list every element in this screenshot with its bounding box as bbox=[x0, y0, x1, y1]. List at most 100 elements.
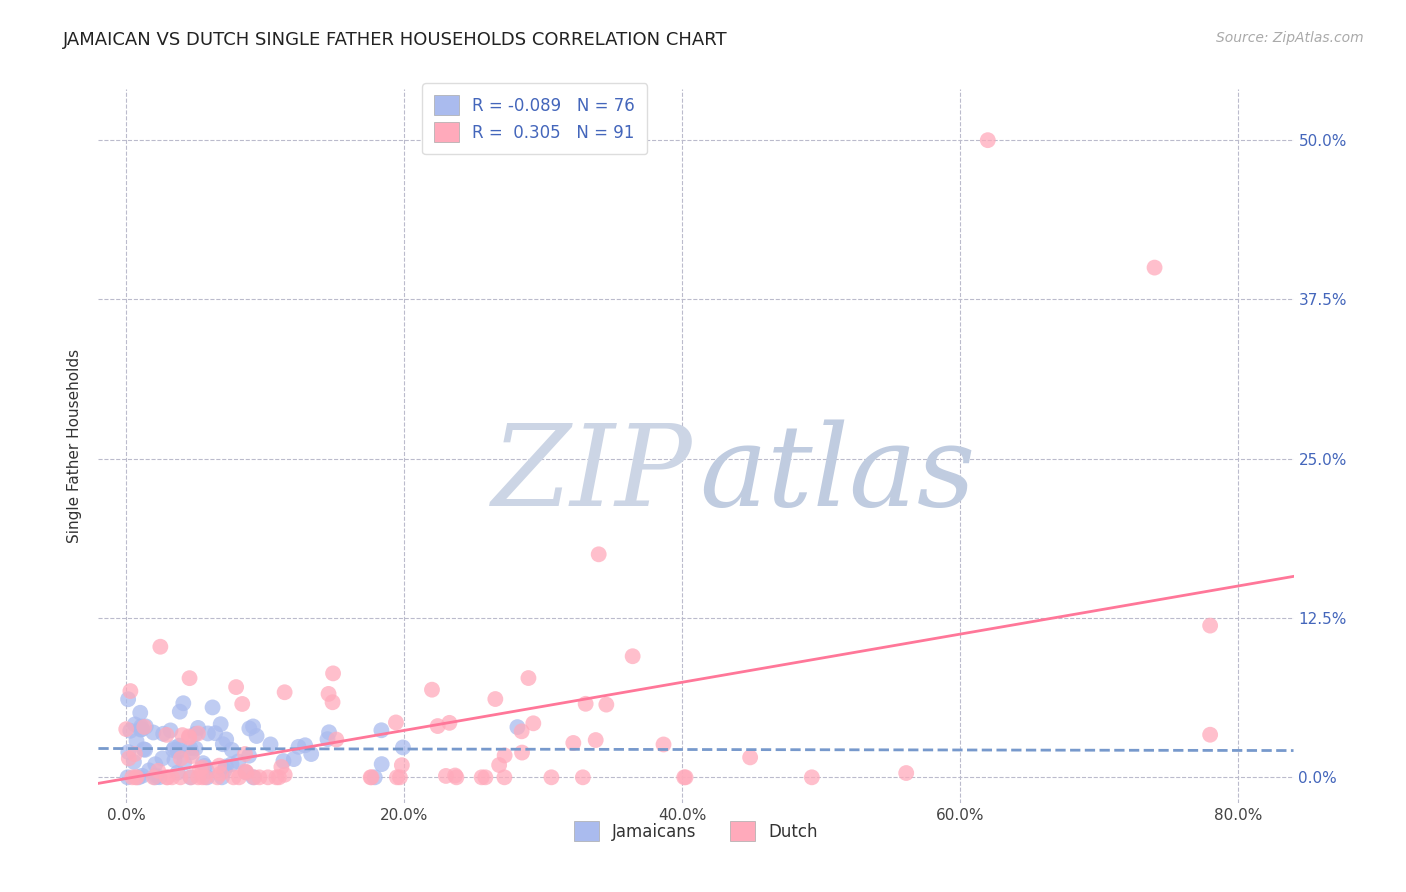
Point bbox=[360, 770, 382, 784]
Point bbox=[188, 762, 211, 776]
Point bbox=[117, 770, 139, 784]
Point bbox=[259, 738, 281, 752]
Point bbox=[179, 671, 201, 685]
Point bbox=[163, 741, 186, 756]
Point bbox=[370, 757, 392, 772]
Text: JAMAICAN VS DUTCH SINGLE FATHER HOUSEHOLDS CORRELATION CHART: JAMAICAN VS DUTCH SINGLE FATHER HOUSEHOL… bbox=[63, 31, 728, 49]
Point bbox=[148, 764, 170, 778]
Point bbox=[257, 770, 280, 784]
Point bbox=[187, 770, 209, 784]
Point bbox=[142, 770, 165, 784]
Point bbox=[510, 724, 533, 739]
Point bbox=[370, 723, 392, 738]
Point bbox=[131, 769, 153, 783]
Point bbox=[740, 750, 762, 764]
Point bbox=[180, 770, 202, 784]
Point bbox=[209, 766, 232, 780]
Point bbox=[266, 770, 288, 784]
Point bbox=[426, 719, 449, 733]
Text: Source: ZipAtlas.com: Source: ZipAtlas.com bbox=[1216, 31, 1364, 45]
Point bbox=[120, 684, 142, 698]
Point bbox=[562, 736, 585, 750]
Point bbox=[214, 764, 236, 778]
Point bbox=[215, 759, 238, 773]
Point bbox=[135, 719, 157, 733]
Point bbox=[172, 696, 194, 710]
Point bbox=[155, 728, 177, 742]
Point bbox=[225, 680, 247, 694]
Point bbox=[444, 768, 467, 782]
Point bbox=[117, 745, 139, 759]
Point bbox=[184, 727, 207, 741]
Point bbox=[156, 770, 179, 784]
Point bbox=[143, 770, 166, 784]
Point bbox=[118, 751, 141, 765]
Point bbox=[235, 765, 257, 780]
Point bbox=[194, 759, 217, 773]
Point bbox=[129, 720, 152, 734]
Point bbox=[142, 725, 165, 739]
Point bbox=[167, 742, 190, 756]
Point bbox=[322, 695, 344, 709]
Point bbox=[160, 770, 183, 784]
Point bbox=[540, 770, 562, 784]
Point bbox=[273, 685, 295, 699]
Point bbox=[156, 770, 179, 784]
Point bbox=[166, 765, 188, 780]
Point bbox=[149, 640, 172, 654]
Point bbox=[233, 764, 256, 779]
Point bbox=[120, 723, 142, 738]
Point bbox=[179, 770, 201, 784]
Point bbox=[191, 770, 214, 784]
Point bbox=[129, 723, 152, 737]
Point bbox=[273, 754, 295, 768]
Point bbox=[522, 716, 544, 731]
Point bbox=[385, 770, 408, 784]
Point bbox=[167, 739, 190, 753]
Point bbox=[134, 743, 156, 757]
Point bbox=[474, 770, 496, 784]
Point bbox=[125, 734, 148, 748]
Point bbox=[226, 755, 249, 769]
Point bbox=[364, 770, 387, 784]
Point bbox=[446, 770, 468, 784]
Point bbox=[172, 728, 194, 742]
Point bbox=[391, 758, 413, 772]
Point bbox=[675, 770, 697, 784]
Point bbox=[125, 770, 148, 784]
Point bbox=[517, 671, 540, 685]
Point bbox=[238, 748, 260, 763]
Point bbox=[243, 770, 266, 784]
Point bbox=[595, 698, 617, 712]
Point bbox=[148, 770, 170, 784]
Point bbox=[322, 666, 344, 681]
Point bbox=[132, 742, 155, 756]
Point bbox=[169, 770, 191, 784]
Point bbox=[177, 731, 200, 745]
Legend: Jamaicans, Dutch: Jamaicans, Dutch bbox=[567, 814, 825, 848]
Point bbox=[117, 692, 139, 706]
Point bbox=[287, 739, 309, 754]
Point bbox=[385, 715, 408, 730]
Point bbox=[180, 746, 202, 760]
Point bbox=[131, 723, 153, 737]
Point bbox=[434, 769, 457, 783]
Point bbox=[221, 743, 243, 757]
Point bbox=[242, 719, 264, 733]
Point bbox=[169, 705, 191, 719]
Point bbox=[228, 770, 250, 784]
Point bbox=[204, 726, 226, 740]
Point bbox=[180, 749, 202, 764]
Point bbox=[494, 748, 516, 763]
Point bbox=[128, 770, 150, 784]
Point bbox=[163, 753, 186, 767]
Point bbox=[575, 697, 598, 711]
Point bbox=[138, 764, 160, 778]
Point bbox=[572, 770, 595, 784]
Point bbox=[231, 697, 253, 711]
Point bbox=[209, 717, 232, 731]
Point bbox=[392, 740, 415, 755]
Point bbox=[325, 732, 347, 747]
Point bbox=[221, 757, 243, 772]
Point bbox=[588, 547, 610, 561]
